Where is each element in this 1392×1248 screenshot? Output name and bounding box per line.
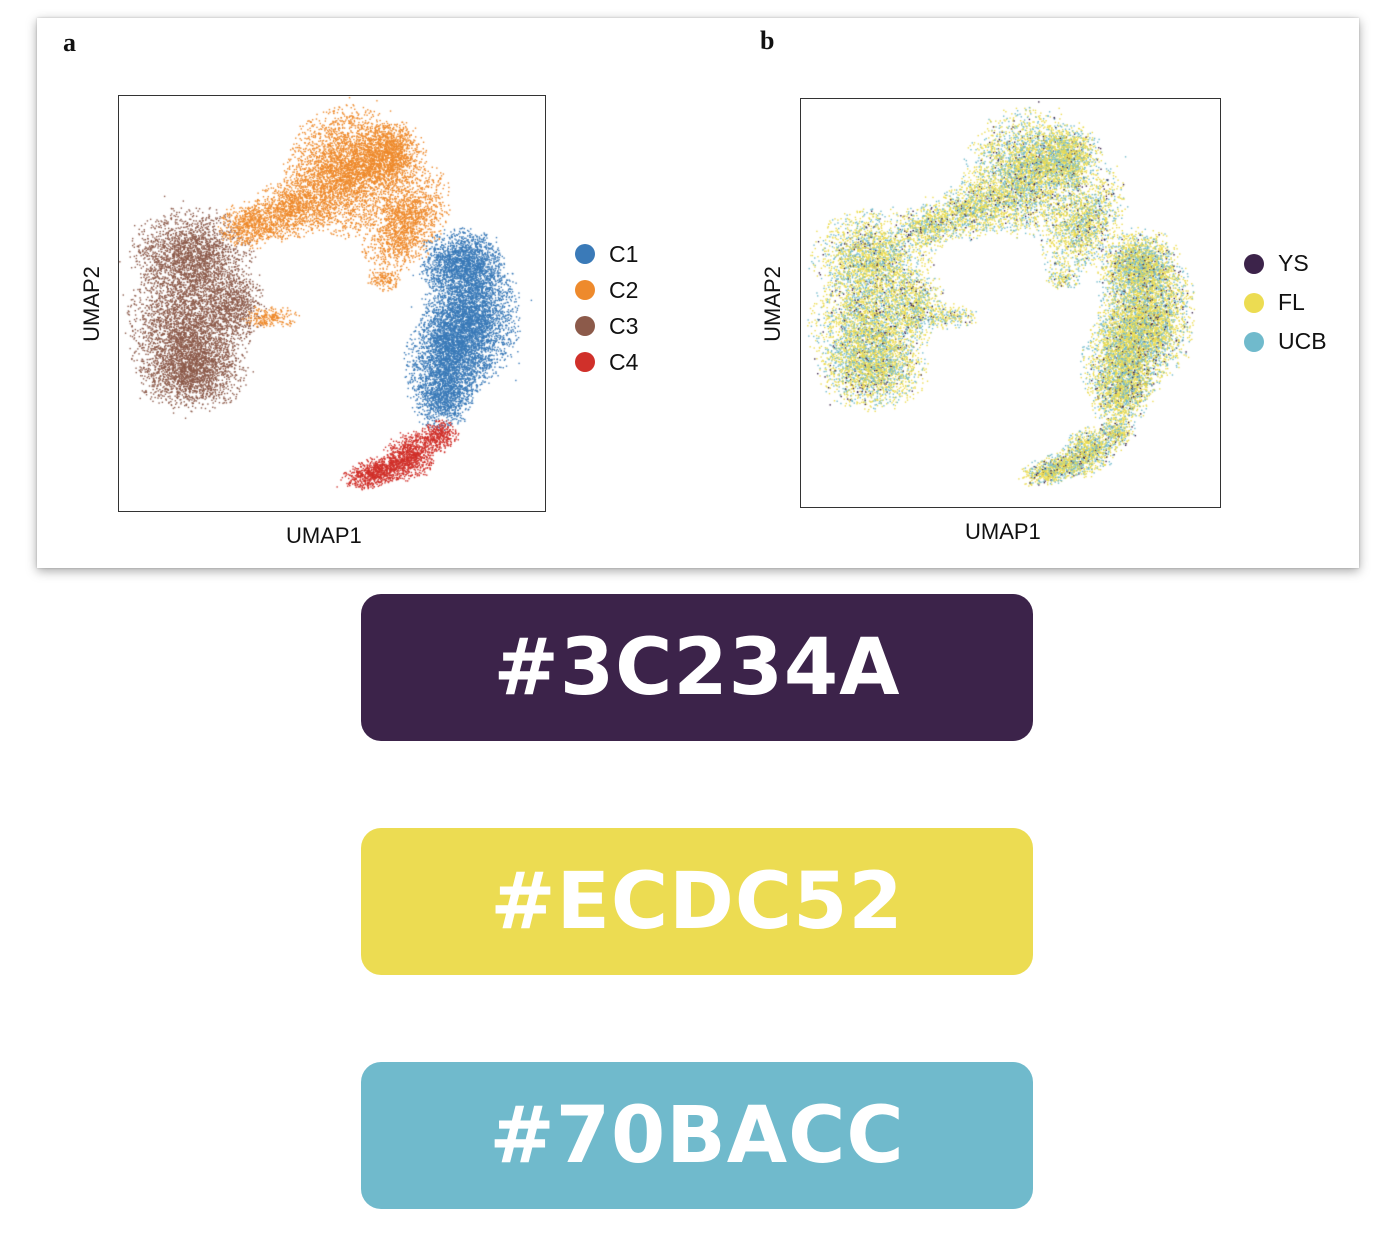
legend-label-ucb: UCB: [1278, 328, 1327, 354]
scatter-points-a: [119, 96, 545, 511]
legend-a: C1 C2 C3 C4: [575, 236, 638, 380]
legend-item-c3: C3: [575, 308, 638, 344]
scatter-points-b: [801, 99, 1220, 507]
swatch-label-ecdc52: #ECDC52: [490, 856, 904, 947]
legend-label-c3: C3: [609, 312, 639, 339]
legend-label-c2: C2: [609, 276, 639, 303]
legend-dot-ys: [1244, 253, 1264, 274]
panel-b-letter: b: [760, 26, 775, 55]
legend-item-c2: C2: [575, 272, 638, 308]
legend-dot-c3: [575, 316, 595, 336]
swatch-70bacc: #70BACC: [361, 1062, 1033, 1209]
figure-card: a UMAP1 UMAP2 C1 C2 C3 C4 b UMAP1 UMAP2 …: [37, 18, 1359, 568]
x-axis-label-b: UMAP1: [965, 519, 1041, 544]
legend-dot-c4: [575, 352, 595, 372]
legend-b: YS FL UCB: [1244, 244, 1327, 361]
y-axis-label-b: UMAP2: [759, 266, 785, 342]
panel-a-letter: a: [63, 28, 76, 57]
legend-item-ys: YS: [1244, 244, 1327, 283]
legend-dot-fl: [1244, 292, 1264, 313]
swatch-label-3c234a: #3C234A: [493, 622, 901, 713]
legend-label-fl: FL: [1278, 289, 1305, 315]
legend-label-c4: C4: [609, 348, 639, 375]
legend-label-ys: YS: [1278, 250, 1309, 276]
swatch-ecdc52: #ECDC52: [361, 828, 1033, 975]
umap-plot-a: [118, 95, 546, 512]
swatch-3c234a: #3C234A: [361, 594, 1033, 741]
legend-item-ucb: UCB: [1244, 322, 1327, 361]
legend-dot-ucb: [1244, 331, 1264, 352]
umap-plot-b: [800, 98, 1221, 508]
legend-dot-c1: [575, 244, 595, 264]
y-axis-label-a: UMAP2: [78, 266, 104, 342]
legend-item-c4: C4: [575, 344, 638, 380]
swatch-label-70bacc: #70BACC: [489, 1090, 905, 1181]
legend-label-c1: C1: [609, 240, 639, 267]
legend-item-c1: C1: [575, 236, 638, 272]
legend-dot-c2: [575, 280, 595, 300]
legend-item-fl: FL: [1244, 283, 1327, 322]
x-axis-label-a: UMAP1: [286, 523, 362, 548]
